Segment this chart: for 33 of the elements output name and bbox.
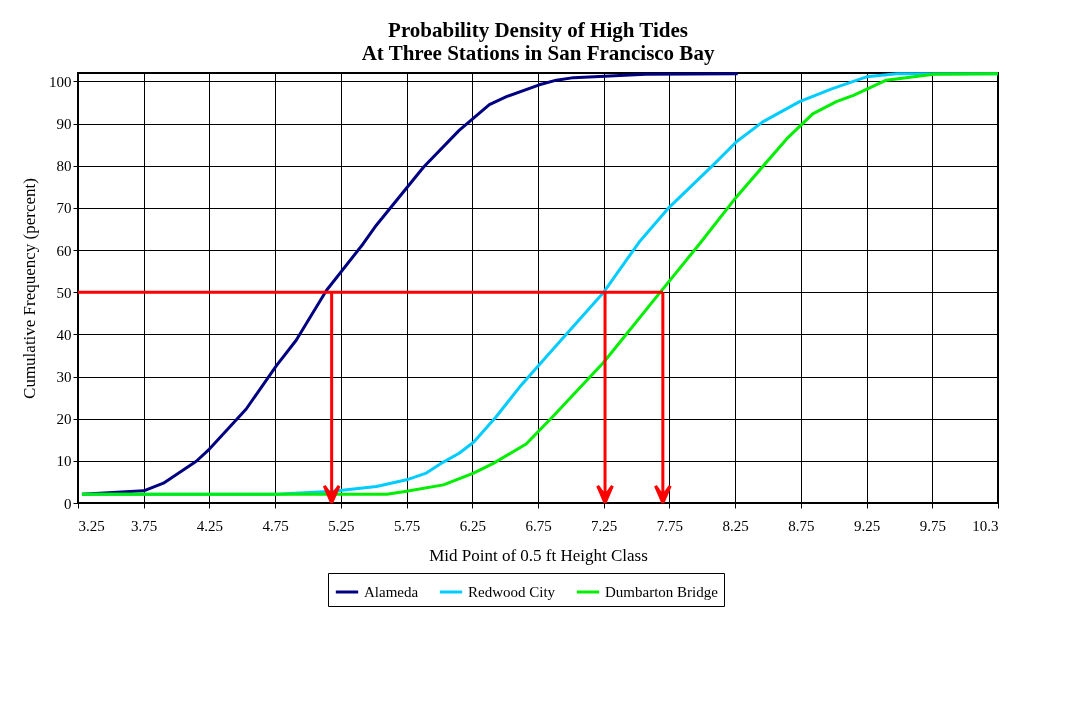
y-tick-label: 30 bbox=[56, 369, 72, 386]
y-tick-label: 90 bbox=[56, 116, 72, 133]
x-tick-label: 10.3 bbox=[972, 517, 999, 534]
y-tick-label: 50 bbox=[56, 284, 72, 301]
y-tick-label: 40 bbox=[56, 326, 72, 343]
y-tick-label: 0 bbox=[64, 495, 72, 512]
x-tick-label: 3.25 bbox=[78, 517, 105, 534]
x-tick-label: 7.25 bbox=[591, 517, 618, 534]
legend-label: Dumbarton Bridge bbox=[605, 584, 719, 600]
text: Probability Density of High Tides bbox=[388, 18, 688, 43]
x-tick-label: 6.75 bbox=[525, 517, 552, 534]
legend-label: Alameda bbox=[364, 584, 419, 600]
y-tick-label: 100 bbox=[49, 73, 72, 90]
x-tick-label: 8.25 bbox=[722, 517, 749, 534]
y-tick-label: 10 bbox=[56, 453, 72, 470]
y-tick-label: 70 bbox=[56, 200, 72, 217]
x-tick-label: 5.25 bbox=[328, 517, 355, 534]
x-tick-label: 9.25 bbox=[853, 517, 881, 534]
y-tick-label: 20 bbox=[56, 411, 72, 428]
x-axis-title: Mid Point of 0.5 ft Height Class bbox=[429, 545, 648, 565]
x-tick-label: 8.75 bbox=[788, 517, 815, 534]
text: At Three Stations in San Francisco Bay bbox=[361, 41, 715, 66]
x-tick-label: 3.75 bbox=[131, 517, 158, 534]
legend-label: Redwood City bbox=[468, 584, 556, 600]
x-tick-label: 9.75 bbox=[919, 517, 946, 534]
x-tick-label: 5.75 bbox=[393, 517, 421, 534]
x-tick-label: 7.75 bbox=[656, 517, 684, 534]
x-tick-label: 6.25 bbox=[459, 517, 486, 534]
x-tick-label: 4.25 bbox=[196, 517, 224, 534]
y-tick-label: 80 bbox=[56, 158, 72, 175]
y-axis-title: Cumulative Frequency (percent) bbox=[20, 178, 39, 399]
y-tick-label: 60 bbox=[56, 242, 72, 259]
x-tick-label: 4.75 bbox=[262, 517, 289, 534]
